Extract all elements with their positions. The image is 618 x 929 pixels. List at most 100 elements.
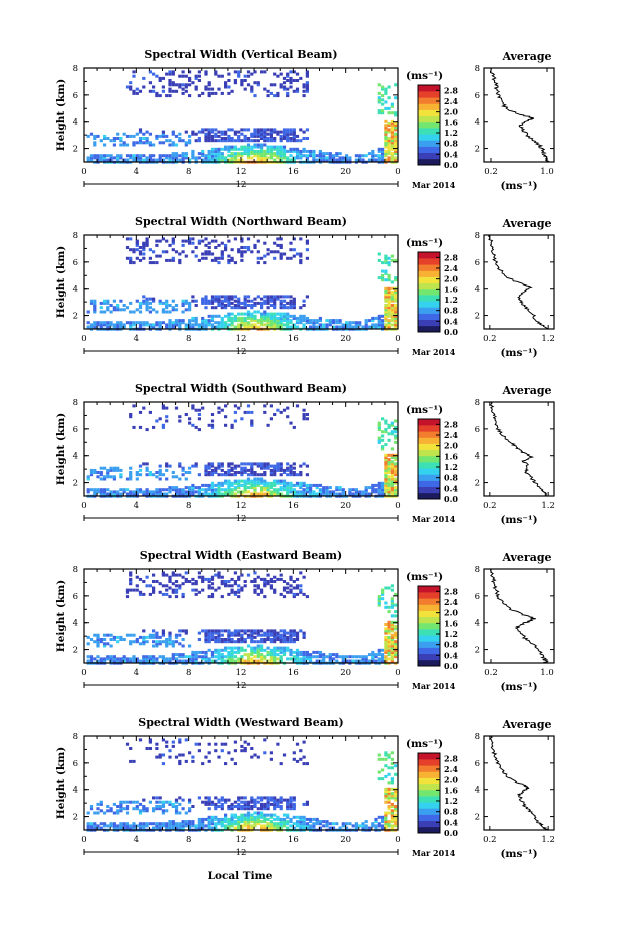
- heatmap-cell: [135, 239, 139, 243]
- heatmap-cell: [387, 824, 391, 828]
- heatmap-cell: [276, 132, 280, 136]
- heatmap-cell: [204, 70, 208, 74]
- heatmap-cell: [312, 492, 316, 496]
- heatmap-cell: [171, 154, 175, 158]
- heatmap-cell: [138, 246, 143, 249]
- heatmap-cell: [299, 486, 303, 490]
- heatmap-cell: [174, 83, 179, 87]
- heatmap-cell: [161, 805, 165, 808]
- heatmap-cell: [171, 248, 175, 252]
- heatmap-cell: [214, 139, 218, 143]
- heatmap-cell: [106, 306, 110, 310]
- heatmap-cell: [263, 130, 267, 134]
- heatmap-cell: [210, 633, 215, 637]
- heatmap-cell: [103, 323, 107, 327]
- heatmap-cell: [390, 777, 394, 781]
- heatmap-cell: [246, 473, 251, 477]
- heatmap-cell: [250, 483, 254, 487]
- heatmap-cell: [292, 297, 296, 301]
- profile-y-tick-label: 8: [475, 565, 480, 575]
- heatmap-cell: [214, 807, 218, 811]
- heatmap-cell: [282, 85, 287, 89]
- heatmap-cell: [138, 488, 143, 492]
- heatmap-cell: [250, 462, 254, 466]
- colorbar-tick-label: 1.2: [444, 128, 458, 138]
- heatmap-cell: [289, 128, 293, 132]
- heatmap-cell: [263, 824, 267, 828]
- heatmap-cell: [305, 473, 309, 477]
- heatmap-cell: [188, 141, 192, 145]
- heatmap-cell: [348, 323, 352, 327]
- heatmap-cell: [384, 258, 388, 262]
- heatmap-cell: [256, 640, 260, 644]
- heatmap-cell: [207, 83, 211, 87]
- heatmap-cell: [279, 83, 283, 87]
- heatmap-cell: [220, 582, 224, 586]
- heatmap-cell: [315, 483, 319, 487]
- heatmap-cell: [220, 798, 224, 802]
- heatmap-cell: [341, 158, 345, 162]
- heatmap-cell: [93, 156, 97, 160]
- heatmap-cell: [224, 137, 228, 140]
- heatmap-cell: [214, 297, 218, 301]
- heatmap-cell: [201, 91, 205, 95]
- heatmap-cell: [243, 488, 247, 492]
- heatmap-cell: [390, 644, 394, 648]
- heatmap-cell: [269, 312, 273, 316]
- heatmap-cell: [390, 308, 394, 312]
- colorbar-swatch: [418, 307, 440, 314]
- heatmap-cell: [279, 659, 283, 663]
- heatmap-cell: [384, 304, 388, 307]
- heatmap-cell: [129, 323, 133, 327]
- heatmap-cell: [125, 143, 130, 147]
- heatmap-cell: [384, 291, 388, 295]
- heatmap-cell: [96, 635, 100, 639]
- heatmap-cell: [250, 633, 254, 637]
- heatmap-cell: [152, 72, 156, 76]
- heatmap-cell: [256, 149, 260, 153]
- heatmap-cell: [394, 299, 398, 303]
- heatmap-cell: [161, 573, 165, 577]
- heatmap-cell: [138, 258, 143, 262]
- heatmap-cell: [384, 638, 388, 641]
- heatmap-cell: [367, 158, 372, 162]
- colorbar-swatch: [418, 771, 440, 778]
- heatmap-cell: [168, 154, 172, 158]
- heatmap-cell: [227, 91, 231, 95]
- heatmap-cell: [240, 800, 244, 804]
- heatmap-cell: [269, 468, 273, 472]
- heatmap-cell: [390, 490, 394, 494]
- heatmap-cell: [201, 239, 205, 243]
- heatmap-cell: [263, 633, 267, 637]
- heatmap-cell: [286, 638, 290, 641]
- heatmap-cell: [109, 154, 113, 158]
- heatmap-cell: [269, 815, 273, 819]
- heatmap-cell: [358, 158, 362, 162]
- heatmap-cell: [96, 488, 100, 492]
- heatmap-cell: [93, 299, 97, 303]
- heatmap-cell: [377, 91, 381, 95]
- heatmap-cell: [237, 154, 241, 158]
- heatmap-cell: [142, 132, 146, 136]
- heatmap-cell: [142, 798, 146, 802]
- heatmap-cell: [263, 486, 267, 490]
- heatmap-cell: [158, 254, 162, 258]
- heatmap-cell: [109, 466, 113, 470]
- heatmap-cell: [289, 319, 293, 323]
- heatmap-cell: [201, 817, 205, 821]
- colorbar-frame: [417, 84, 441, 166]
- heatmap-cell: [318, 323, 322, 327]
- heatmap-cell: [273, 796, 277, 800]
- heatmap-cell: [358, 659, 362, 663]
- heatmap-cell: [171, 657, 175, 661]
- heatmap-cell: [99, 822, 103, 826]
- heatmap-cell: [279, 807, 283, 811]
- heatmap-cell: [204, 321, 208, 325]
- heatmap-cell: [243, 325, 247, 329]
- heatmap-cell: [227, 822, 231, 826]
- heatmap-cell: [227, 638, 231, 641]
- heatmap-cell: [168, 633, 172, 637]
- heatmap-cell: [240, 648, 244, 652]
- heatmap-cell: [260, 319, 264, 323]
- heatmap-cell: [390, 751, 394, 755]
